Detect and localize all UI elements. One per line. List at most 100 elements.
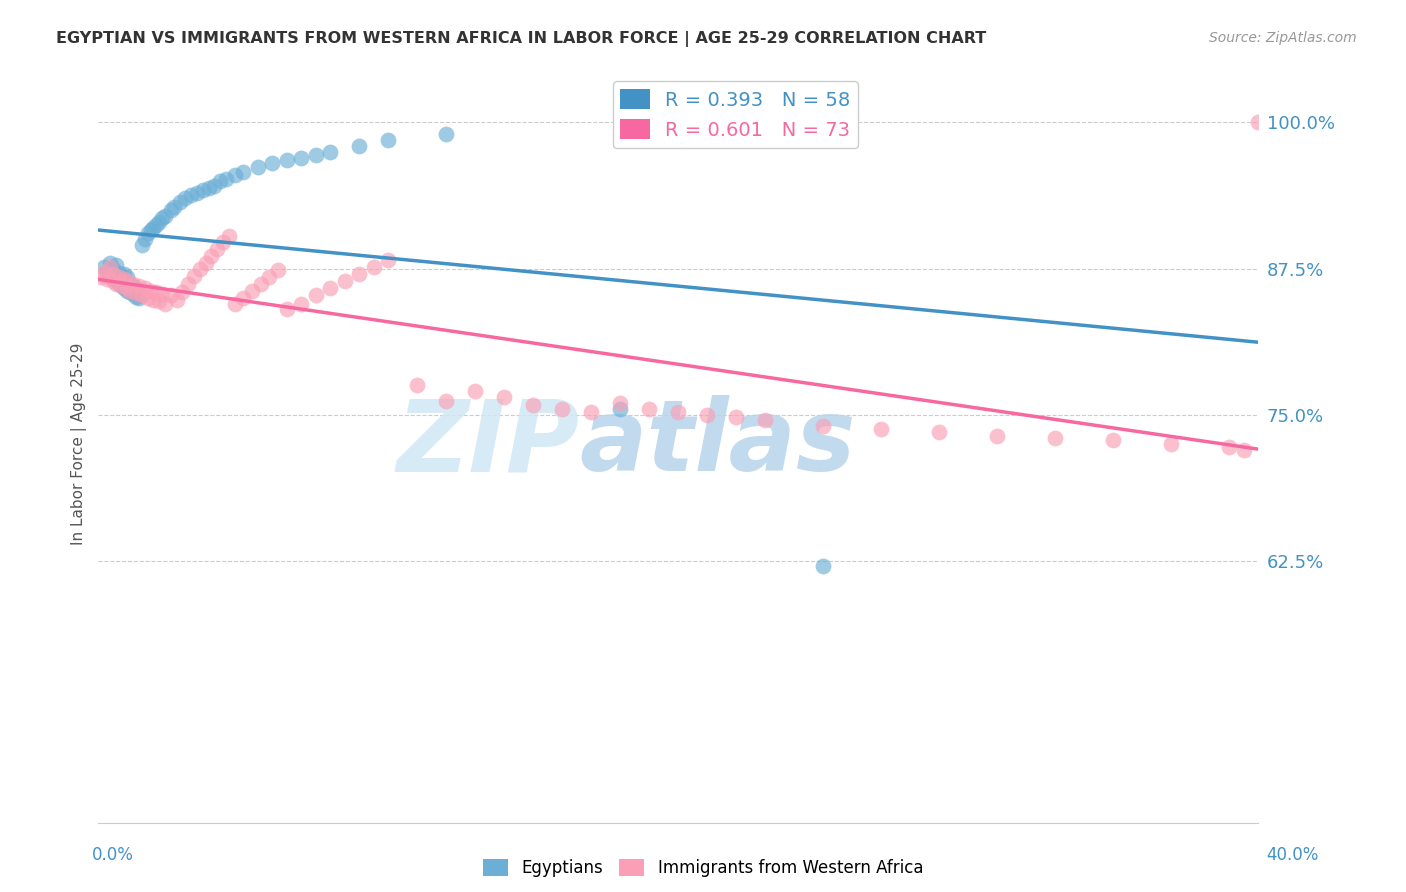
Point — [609, 396, 631, 410]
Point — [110, 279, 132, 293]
Point — [134, 281, 156, 295]
Point — [200, 249, 222, 263]
Point — [114, 268, 136, 282]
Point — [928, 425, 950, 439]
Point — [114, 281, 136, 295]
Point — [202, 178, 225, 193]
Point — [249, 277, 271, 291]
Point — [406, 378, 429, 392]
Point — [434, 127, 457, 141]
Text: ZIP: ZIP — [396, 395, 579, 492]
Point — [581, 405, 603, 419]
Point — [232, 164, 254, 178]
Point — [696, 408, 718, 422]
Point — [174, 191, 197, 205]
Point — [177, 277, 200, 291]
Point — [136, 291, 159, 305]
Point — [725, 409, 748, 424]
Point — [128, 291, 150, 305]
Point — [117, 284, 139, 298]
Point — [290, 296, 312, 310]
Point — [494, 390, 516, 404]
Text: Source: ZipAtlas.com: Source: ZipAtlas.com — [1209, 31, 1357, 45]
Point — [191, 183, 214, 197]
Point — [136, 227, 159, 241]
Point — [114, 272, 136, 286]
Point — [305, 148, 328, 162]
Text: 0.0%: 0.0% — [91, 846, 134, 863]
Point — [986, 428, 1008, 442]
Point — [125, 289, 148, 303]
Point — [139, 223, 162, 237]
Point — [120, 277, 142, 291]
Point — [104, 258, 127, 272]
Point — [183, 268, 205, 283]
Point — [169, 194, 191, 209]
Point — [120, 284, 142, 298]
Point — [638, 401, 661, 416]
Point — [267, 262, 290, 277]
Point — [262, 156, 284, 170]
Text: 40.0%: 40.0% — [1267, 846, 1319, 863]
Point — [290, 151, 312, 165]
Point — [153, 209, 176, 223]
Point — [197, 181, 219, 195]
Point — [98, 268, 121, 283]
Point — [122, 277, 145, 291]
Point — [218, 228, 240, 243]
Point — [1160, 437, 1182, 451]
Point — [150, 211, 173, 226]
Point — [148, 215, 170, 229]
Point — [107, 266, 129, 280]
Point — [110, 269, 132, 284]
Legend: R = 0.393   N = 58, R = 0.601   N = 73: R = 0.393 N = 58, R = 0.601 N = 73 — [613, 81, 858, 148]
Point — [1247, 115, 1270, 129]
Point — [101, 268, 124, 282]
Point — [107, 269, 129, 284]
Point — [93, 265, 115, 279]
Text: EGYPTIAN VS IMMIGRANTS FROM WESTERN AFRICA IN LABOR FORCE | AGE 25-29 CORRELATIO: EGYPTIAN VS IMMIGRANTS FROM WESTERN AFRI… — [56, 31, 987, 47]
Point — [107, 277, 129, 291]
Point — [188, 261, 211, 276]
Point — [145, 219, 167, 233]
Point — [101, 274, 124, 288]
Y-axis label: In Labor Force | Age 25-29: In Labor Force | Age 25-29 — [72, 343, 87, 545]
Point — [166, 293, 188, 307]
Point — [240, 284, 263, 298]
Point — [207, 242, 229, 256]
Point — [377, 133, 399, 147]
Point — [215, 171, 238, 186]
Point — [117, 274, 139, 288]
Point — [142, 220, 165, 235]
Point — [163, 200, 186, 214]
Point — [125, 286, 148, 301]
Point — [93, 260, 115, 275]
Point — [224, 296, 246, 310]
Point — [377, 253, 399, 268]
Point — [98, 260, 121, 275]
Point — [131, 238, 153, 252]
Point — [1233, 442, 1256, 457]
Point — [1045, 431, 1067, 445]
Point — [813, 419, 835, 434]
Point — [153, 296, 176, 310]
Point — [224, 168, 246, 182]
Point — [117, 276, 139, 290]
Point — [349, 268, 371, 282]
Point — [609, 401, 631, 416]
Point — [319, 281, 342, 295]
Point — [754, 413, 776, 427]
Point — [96, 265, 118, 279]
Point — [98, 255, 121, 269]
Point — [666, 405, 689, 419]
Legend: Egyptians, Immigrants from Western Africa: Egyptians, Immigrants from Western Afric… — [477, 852, 929, 884]
Point — [522, 398, 544, 412]
Point — [122, 287, 145, 301]
Point — [232, 291, 254, 305]
Point — [117, 269, 139, 284]
Point — [131, 288, 153, 302]
Point — [180, 188, 202, 202]
Point — [363, 260, 385, 275]
Point — [160, 203, 183, 218]
Point — [212, 235, 235, 249]
